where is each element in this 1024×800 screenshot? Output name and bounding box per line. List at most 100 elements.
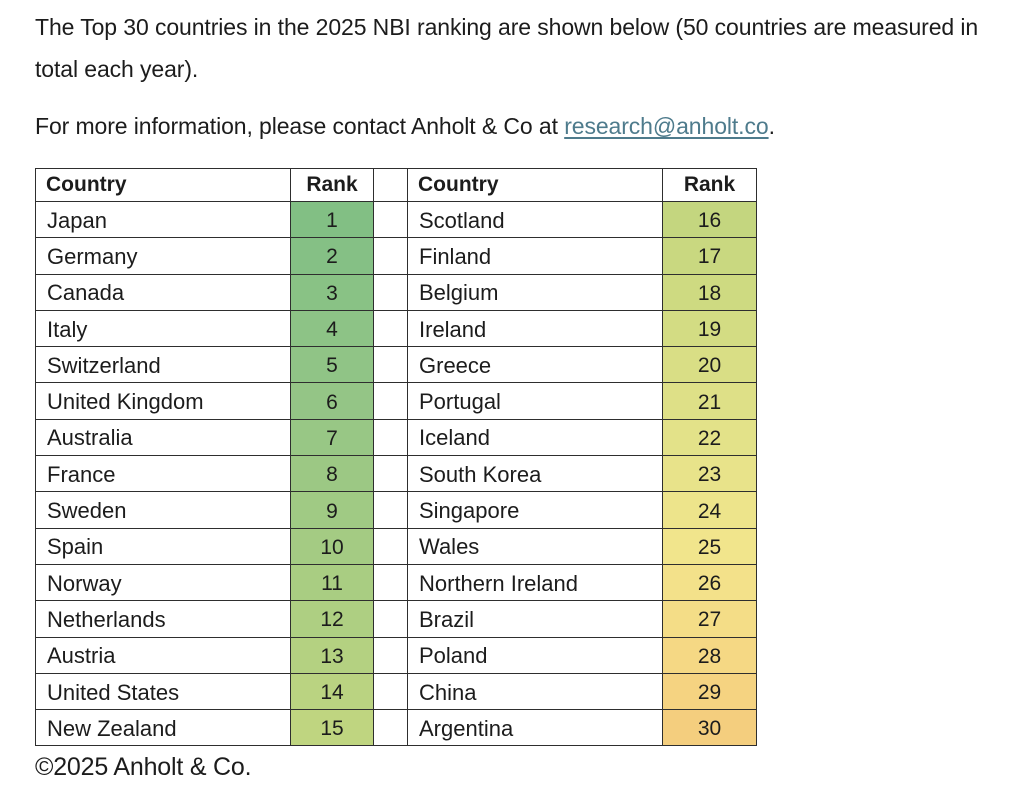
table-row: Austria 13 Poland 28 (35, 636, 757, 674)
rank-cell: 21 (662, 382, 757, 420)
gap-spacer (373, 600, 408, 638)
table-row: Italy 4 Ireland 19 (35, 309, 757, 348)
country-cell: Ireland (407, 309, 663, 348)
rank-cell: 23 (662, 455, 757, 493)
country-cell: Sweden (35, 491, 291, 529)
gap-spacer (373, 200, 408, 239)
rank-cell: 22 (662, 418, 757, 457)
country-cell: Finland (407, 237, 663, 275)
gap-spacer (373, 237, 408, 275)
rank-cell: 7 (290, 418, 374, 457)
rank-cell: 28 (662, 636, 757, 674)
rank-cell: 3 (290, 273, 374, 311)
country-cell: Austria (35, 636, 291, 674)
contact-period: . (768, 113, 775, 139)
table-row: Norway 11 Northern Ireland 26 (35, 563, 757, 602)
rank-cell: 26 (662, 563, 757, 602)
table-row: Sweden 9 Singapore 24 (35, 491, 757, 529)
gap-spacer (373, 455, 408, 493)
rank-cell: 15 (290, 709, 374, 747)
country-cell: United States (35, 672, 291, 711)
rank-cell: 30 (662, 709, 757, 747)
gap-spacer (373, 273, 408, 311)
rank-cell: 4 (290, 309, 374, 348)
rank-cell: 27 (662, 600, 757, 638)
country-cell: China (407, 672, 663, 711)
country-cell: Japan (35, 200, 291, 239)
rank-cell: 29 (662, 672, 757, 711)
table-row: United Kingdom 6 Portugal 21 (35, 382, 757, 420)
gap-spacer (373, 382, 408, 420)
country-cell: Belgium (407, 273, 663, 311)
table-row: Germany 2 Finland 17 (35, 237, 757, 275)
rank-cell: 10 (290, 527, 374, 565)
rank-cell: 19 (662, 309, 757, 348)
table-header-row: Country Rank Country Rank (35, 168, 757, 202)
gap-spacer (373, 709, 408, 747)
rank-cell: 2 (290, 237, 374, 275)
copyright-footer: ©2025 Anholt & Co. (35, 753, 252, 782)
header-rank-left: Rank (290, 168, 374, 202)
rank-cell: 6 (290, 382, 374, 420)
rank-cell: 25 (662, 527, 757, 565)
country-cell: United Kingdom (35, 382, 291, 420)
gap-spacer (373, 418, 408, 457)
country-cell: Greece (407, 346, 663, 384)
rank-cell: 24 (662, 491, 757, 529)
contact-paragraph: For more information, please contact Anh… (35, 110, 1006, 142)
country-cell: Poland (407, 636, 663, 674)
gap-spacer (373, 346, 408, 384)
table-row: Netherlands 12 Brazil 27 (35, 600, 757, 638)
country-cell: South Korea (407, 455, 663, 493)
country-cell: Portugal (407, 382, 663, 420)
gap-spacer (373, 672, 408, 711)
country-cell: Wales (407, 527, 663, 565)
table-row: United States 14 China 29 (35, 672, 757, 711)
country-cell: Scotland (407, 200, 663, 239)
header-rank-right: Rank (662, 168, 757, 202)
email-link[interactable]: research@anholt.co (564, 113, 769, 139)
ranking-table: Country Rank Country Rank Japan 1 Scotland… (35, 168, 757, 747)
table-row: France 8 South Korea 23 (35, 455, 757, 493)
country-cell: Iceland (407, 418, 663, 457)
table-row: Switzerland 5 Greece 20 (35, 346, 757, 384)
intro-paragraph: The Top 30 countries in the 2025 NBI ran… (35, 14, 979, 82)
header-gap-spacer (373, 168, 408, 202)
rank-cell: 12 (290, 600, 374, 638)
rank-cell: 17 (662, 237, 757, 275)
country-cell: Northern Ireland (407, 563, 663, 602)
gap-spacer (373, 563, 408, 602)
gap-spacer (373, 527, 408, 565)
table-row: Spain 10 Wales 25 (35, 527, 757, 565)
rank-cell: 9 (290, 491, 374, 529)
rank-cell: 1 (290, 200, 374, 239)
country-cell: Netherlands (35, 600, 291, 638)
country-cell: New Zealand (35, 709, 291, 747)
document-page: The Top 30 countries in the 2025 NBI ran… (35, 14, 1006, 782)
table-row: New Zealand 15 Argentina 30 (35, 709, 757, 747)
country-cell: Norway (35, 563, 291, 602)
table-row: Japan 1 Scotland 16 (35, 200, 757, 239)
rank-cell: 5 (290, 346, 374, 384)
country-cell: Brazil (407, 600, 663, 638)
country-cell: Canada (35, 273, 291, 311)
rank-cell: 14 (290, 672, 374, 711)
rank-cell: 18 (662, 273, 757, 311)
gap-spacer (373, 491, 408, 529)
header-country-left: Country (35, 168, 291, 202)
gap-spacer (373, 309, 408, 348)
country-cell: Spain (35, 527, 291, 565)
country-cell: Argentina (407, 709, 663, 747)
table-row: Australia 7 Iceland 22 (35, 418, 757, 457)
rank-cell: 11 (290, 563, 374, 602)
country-cell: Italy (35, 309, 291, 348)
gap-spacer (373, 636, 408, 674)
country-cell: Switzerland (35, 346, 291, 384)
rank-cell: 16 (662, 200, 757, 239)
country-cell: Australia (35, 418, 291, 457)
header-country-right: Country (407, 168, 663, 202)
contact-text: For more information, please contact Anh… (35, 113, 565, 139)
country-cell: Germany (35, 237, 291, 275)
rank-cell: 13 (290, 636, 374, 674)
country-cell: Singapore (407, 491, 663, 529)
